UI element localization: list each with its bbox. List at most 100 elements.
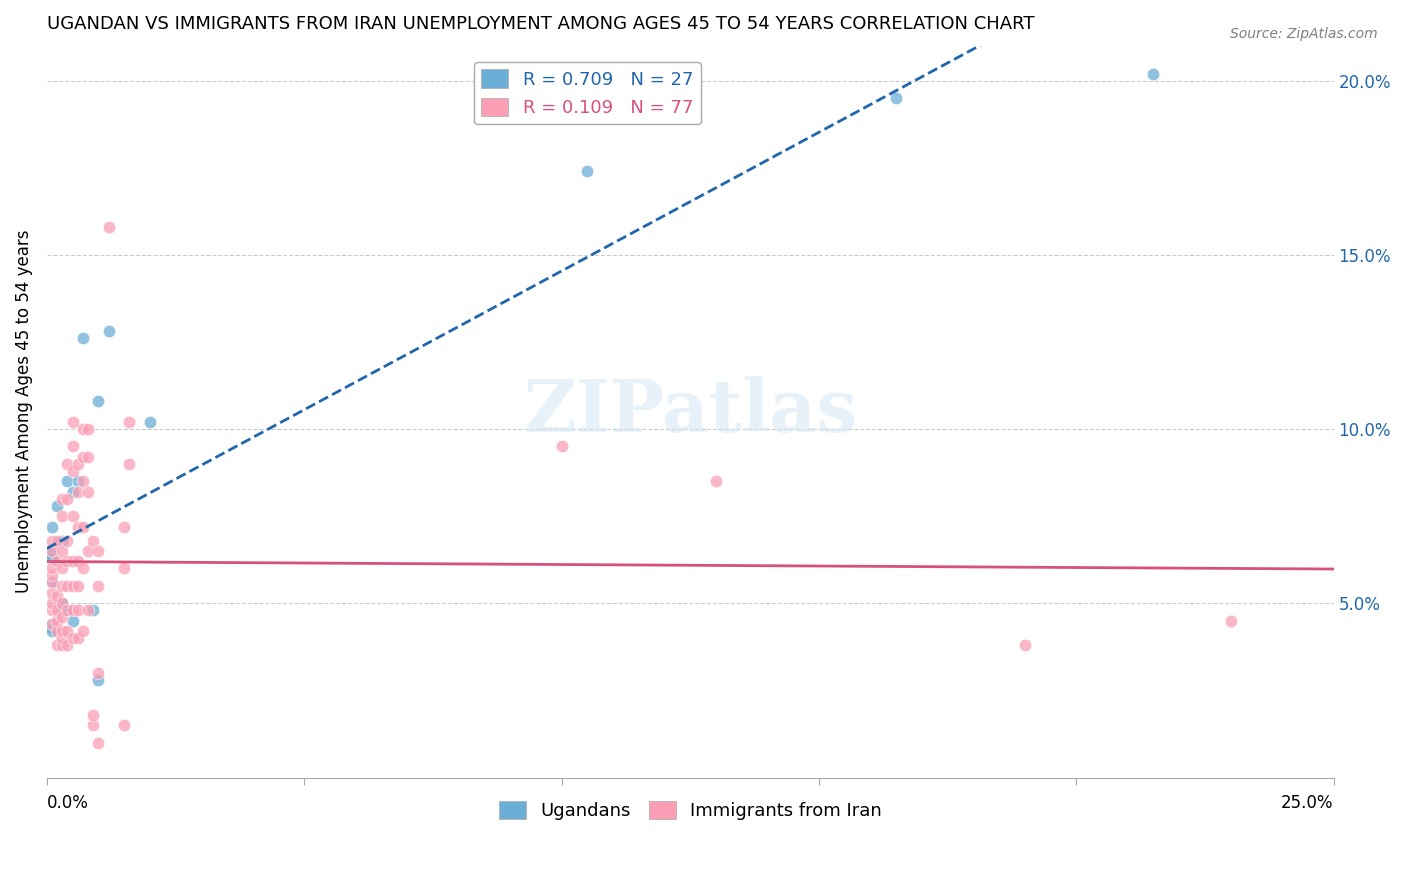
- Point: [51, 610, 73, 624]
- Point: [56, 475, 79, 489]
- Point: [51, 631, 73, 645]
- Point: [77, 603, 100, 617]
- Point: [72, 450, 94, 464]
- Point: [97, 325, 120, 339]
- Legend: Ugandans, Immigrants from Iran: Ugandans, Immigrants from Iran: [492, 793, 889, 827]
- Point: [41, 575, 63, 590]
- Point: [46, 554, 69, 568]
- Point: [56, 638, 79, 652]
- Point: [704, 475, 727, 489]
- Point: [41, 596, 63, 610]
- Point: [112, 718, 135, 732]
- Point: [41, 603, 63, 617]
- Point: [62, 603, 84, 617]
- Point: [62, 464, 84, 478]
- Point: [87, 673, 110, 687]
- Text: UGANDAN VS IMMIGRANTS FROM IRAN UNEMPLOYMENT AMONG AGES 45 TO 54 YEARS CORRELATI: UGANDAN VS IMMIGRANTS FROM IRAN UNEMPLOY…: [46, 15, 1035, 33]
- Point: [56, 624, 79, 639]
- Point: [66, 475, 89, 489]
- Point: [46, 638, 69, 652]
- Point: [87, 544, 110, 558]
- Point: [112, 561, 135, 575]
- Point: [46, 614, 69, 628]
- Text: 25.0%: 25.0%: [1281, 794, 1334, 812]
- Point: [46, 590, 69, 604]
- Point: [1014, 638, 1036, 652]
- Point: [66, 554, 89, 568]
- Text: 0.0%: 0.0%: [46, 794, 89, 812]
- Point: [41, 617, 63, 632]
- Point: [41, 575, 63, 590]
- Point: [56, 603, 79, 617]
- Point: [46, 533, 69, 548]
- Point: [72, 422, 94, 436]
- Point: [51, 638, 73, 652]
- Point: [72, 624, 94, 639]
- Point: [56, 491, 79, 506]
- Point: [884, 91, 907, 105]
- Point: [62, 509, 84, 524]
- Point: [51, 561, 73, 575]
- Point: [41, 621, 63, 635]
- Point: [51, 603, 73, 617]
- Text: ZIPatlas: ZIPatlas: [523, 376, 858, 447]
- Point: [1219, 614, 1241, 628]
- Point: [51, 509, 73, 524]
- Point: [51, 544, 73, 558]
- Point: [72, 561, 94, 575]
- Point: [550, 440, 572, 454]
- Point: [66, 457, 89, 471]
- Point: [62, 554, 84, 568]
- Point: [62, 415, 84, 429]
- Point: [87, 394, 110, 409]
- Point: [66, 631, 89, 645]
- Point: [56, 554, 79, 568]
- Point: [56, 533, 79, 548]
- Point: [82, 533, 104, 548]
- Text: Source: ZipAtlas.com: Source: ZipAtlas.com: [1230, 27, 1378, 41]
- Point: [72, 331, 94, 345]
- Point: [51, 491, 73, 506]
- Point: [41, 544, 63, 558]
- Point: [77, 544, 100, 558]
- Point: [87, 665, 110, 680]
- Point: [77, 450, 100, 464]
- Point: [87, 579, 110, 593]
- Point: [679, 73, 702, 87]
- Point: [56, 457, 79, 471]
- Point: [66, 579, 89, 593]
- Y-axis label: Unemployment Among Ages 45 to 54 years: Unemployment Among Ages 45 to 54 years: [15, 230, 32, 593]
- Point: [41, 568, 63, 582]
- Point: [56, 579, 79, 593]
- Point: [576, 164, 599, 178]
- Point: [56, 603, 79, 617]
- Point: [51, 596, 73, 610]
- Point: [97, 219, 120, 234]
- Point: [66, 484, 89, 499]
- Point: [51, 579, 73, 593]
- Point: [112, 519, 135, 533]
- Point: [62, 440, 84, 454]
- Point: [41, 586, 63, 600]
- Point: [77, 422, 100, 436]
- Point: [51, 533, 73, 548]
- Point: [41, 533, 63, 548]
- Point: [51, 624, 73, 639]
- Point: [62, 614, 84, 628]
- Point: [41, 624, 63, 639]
- Point: [72, 475, 94, 489]
- Point: [82, 603, 104, 617]
- Point: [82, 718, 104, 732]
- Point: [77, 484, 100, 499]
- Point: [41, 561, 63, 575]
- Point: [62, 579, 84, 593]
- Point: [118, 457, 141, 471]
- Point: [139, 415, 162, 429]
- Point: [87, 736, 110, 750]
- Point: [62, 631, 84, 645]
- Point: [118, 415, 141, 429]
- Point: [66, 603, 89, 617]
- Point: [62, 484, 84, 499]
- Point: [41, 519, 63, 533]
- Point: [46, 624, 69, 639]
